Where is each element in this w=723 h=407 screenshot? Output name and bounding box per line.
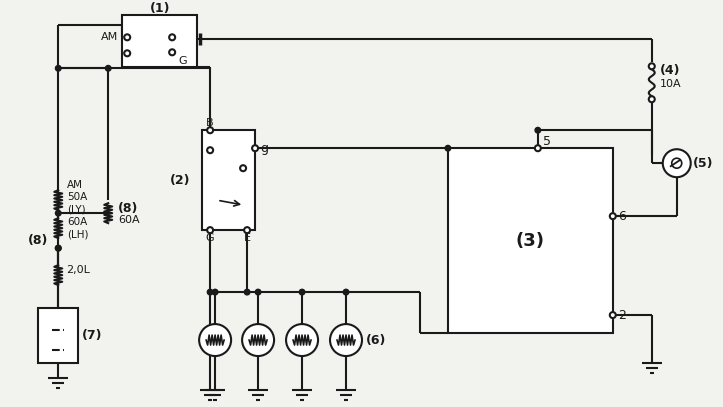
Text: (1): (1) <box>150 2 170 15</box>
Text: (3): (3) <box>515 232 545 249</box>
Text: 5: 5 <box>543 135 551 148</box>
Circle shape <box>649 96 655 102</box>
Text: G: G <box>179 56 187 66</box>
Circle shape <box>535 127 541 133</box>
Circle shape <box>244 289 250 295</box>
Text: 60A: 60A <box>67 217 87 227</box>
Circle shape <box>609 312 616 318</box>
Circle shape <box>169 49 175 55</box>
Circle shape <box>609 213 616 219</box>
Text: 2: 2 <box>617 309 625 322</box>
Circle shape <box>299 289 305 295</box>
Circle shape <box>255 289 261 295</box>
Text: 2,0L: 2,0L <box>67 265 90 275</box>
Circle shape <box>663 149 690 177</box>
Circle shape <box>330 324 362 356</box>
Text: (6): (6) <box>366 334 386 346</box>
Text: 6: 6 <box>617 210 625 223</box>
Bar <box>202 130 255 230</box>
Circle shape <box>169 34 175 40</box>
Circle shape <box>240 165 246 171</box>
Text: (8): (8) <box>118 201 139 214</box>
Text: (7): (7) <box>82 328 103 341</box>
Text: (8): (8) <box>28 234 48 247</box>
Text: 60A: 60A <box>118 215 140 225</box>
Circle shape <box>535 145 541 151</box>
Circle shape <box>207 147 213 153</box>
Circle shape <box>672 158 682 168</box>
Text: G: G <box>206 233 215 243</box>
Circle shape <box>649 63 655 69</box>
Circle shape <box>56 245 61 251</box>
Text: E: E <box>244 233 251 243</box>
Bar <box>448 148 613 333</box>
Circle shape <box>56 210 61 216</box>
Circle shape <box>445 145 450 151</box>
Circle shape <box>286 324 318 356</box>
Circle shape <box>124 34 130 40</box>
Circle shape <box>244 227 250 233</box>
Circle shape <box>207 127 213 133</box>
Circle shape <box>124 50 130 56</box>
Circle shape <box>242 324 274 356</box>
Text: g: g <box>260 142 268 155</box>
Text: (4): (4) <box>660 64 680 77</box>
Circle shape <box>106 66 111 71</box>
Circle shape <box>252 145 258 151</box>
Circle shape <box>343 289 348 295</box>
Circle shape <box>208 289 213 295</box>
Circle shape <box>199 324 231 356</box>
Text: B: B <box>206 118 214 128</box>
Text: (LY): (LY) <box>67 204 86 214</box>
Text: (LH): (LH) <box>67 229 89 239</box>
Text: 50A: 50A <box>67 192 87 202</box>
Circle shape <box>207 227 213 233</box>
Text: (5): (5) <box>693 157 713 170</box>
Circle shape <box>213 289 218 295</box>
Text: AM: AM <box>101 32 118 42</box>
Text: AM: AM <box>67 180 83 190</box>
Bar <box>38 308 78 363</box>
Bar <box>122 15 197 67</box>
Text: (2): (2) <box>170 174 190 187</box>
Text: 10A: 10A <box>660 79 681 89</box>
Circle shape <box>56 245 61 251</box>
Circle shape <box>56 66 61 71</box>
